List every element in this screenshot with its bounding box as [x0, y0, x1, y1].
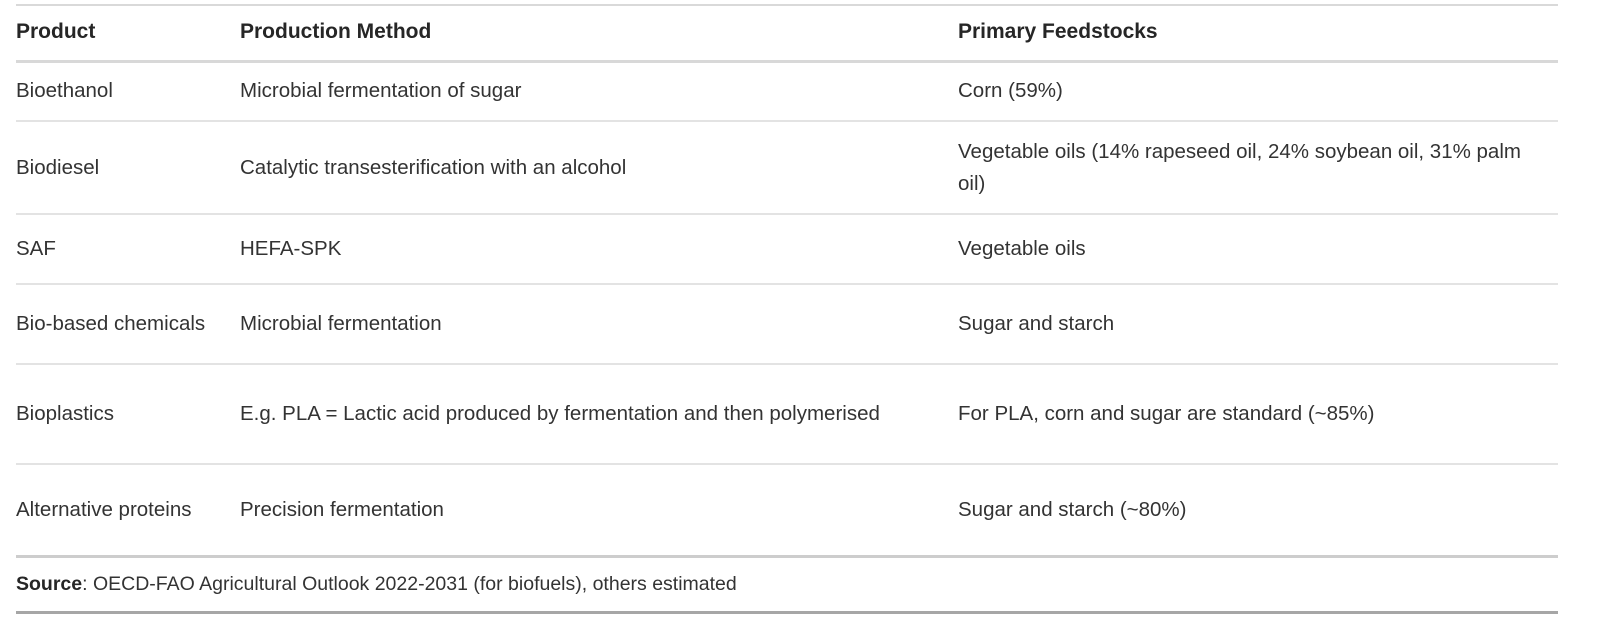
- cell-primary-feedstocks: For PLA, corn and sugar are standard (~8…: [958, 363, 1558, 464]
- table-footer: Source: OECD-FAO Agricultural Outlook 20…: [16, 554, 1558, 612]
- cell-production-method: HEFA-SPK: [240, 213, 958, 284]
- table-row: Alternative proteins Precision fermentat…: [16, 463, 1558, 556]
- cell-production-method: Catalytic transesterification with an al…: [240, 120, 958, 214]
- cell-primary-feedstocks: Vegetable oils: [958, 213, 1558, 284]
- cell-product: Alternative proteins: [16, 463, 240, 556]
- feedstock-table: Product Production Method Primary Feedst…: [16, 4, 1558, 614]
- table-row: Bioplastics E.g. PLA = Lactic acid produ…: [16, 363, 1558, 464]
- cell-primary-feedstocks: Vegetable oils (14% rapeseed oil, 24% so…: [958, 120, 1558, 214]
- table-row: Bioethanol Microbial fermentation of sug…: [16, 61, 1558, 121]
- cell-production-method: Microbial fermentation of sugar: [240, 79, 522, 103]
- table-row: SAF HEFA-SPK Vegetable oils: [16, 213, 1558, 284]
- table-row: Biodiesel Catalytic transesterification …: [16, 120, 1558, 214]
- cell-production-method: Microbial fermentation: [240, 283, 958, 364]
- cell-primary-feedstocks: Corn (59%): [958, 79, 1063, 103]
- table-row: Bio-based chemicals Microbial fermentati…: [16, 283, 1558, 364]
- source-row: Source: OECD-FAO Agricultural Outlook 20…: [16, 554, 1558, 612]
- cell-production-method: E.g. PLA = Lactic acid produced by ferme…: [240, 363, 958, 464]
- table-header: Product Production Method Primary Feedst…: [16, 5, 1558, 63]
- cell-product: Bio-based chemicals: [16, 283, 240, 364]
- header-row: Product Production Method Primary Feedst…: [16, 5, 1558, 63]
- cell-product: Bioplastics: [16, 363, 240, 464]
- source-text: : OECD-FAO Agricultural Outlook 2022-203…: [82, 572, 737, 595]
- cell-product: Biodiesel: [16, 120, 240, 214]
- column-header-primary-feedstocks: Primary Feedstocks: [958, 5, 1558, 63]
- cell-production-method: Precision fermentation: [240, 463, 958, 556]
- cell-primary-feedstocks: Sugar and starch: [958, 283, 1558, 364]
- source-note: Source: OECD-FAO Agricultural Outlook 20…: [16, 554, 1558, 612]
- cell-product: Bioethanol: [16, 79, 113, 103]
- cell-product: SAF: [16, 213, 240, 284]
- table-body: Bioethanol Microbial fermentation of sug…: [16, 61, 1558, 556]
- column-header-production-method: Production Method: [240, 5, 958, 63]
- column-header-product: Product: [16, 5, 240, 63]
- cell-primary-feedstocks: Sugar and starch (~80%): [958, 463, 1558, 556]
- source-label: Source: [16, 572, 83, 595]
